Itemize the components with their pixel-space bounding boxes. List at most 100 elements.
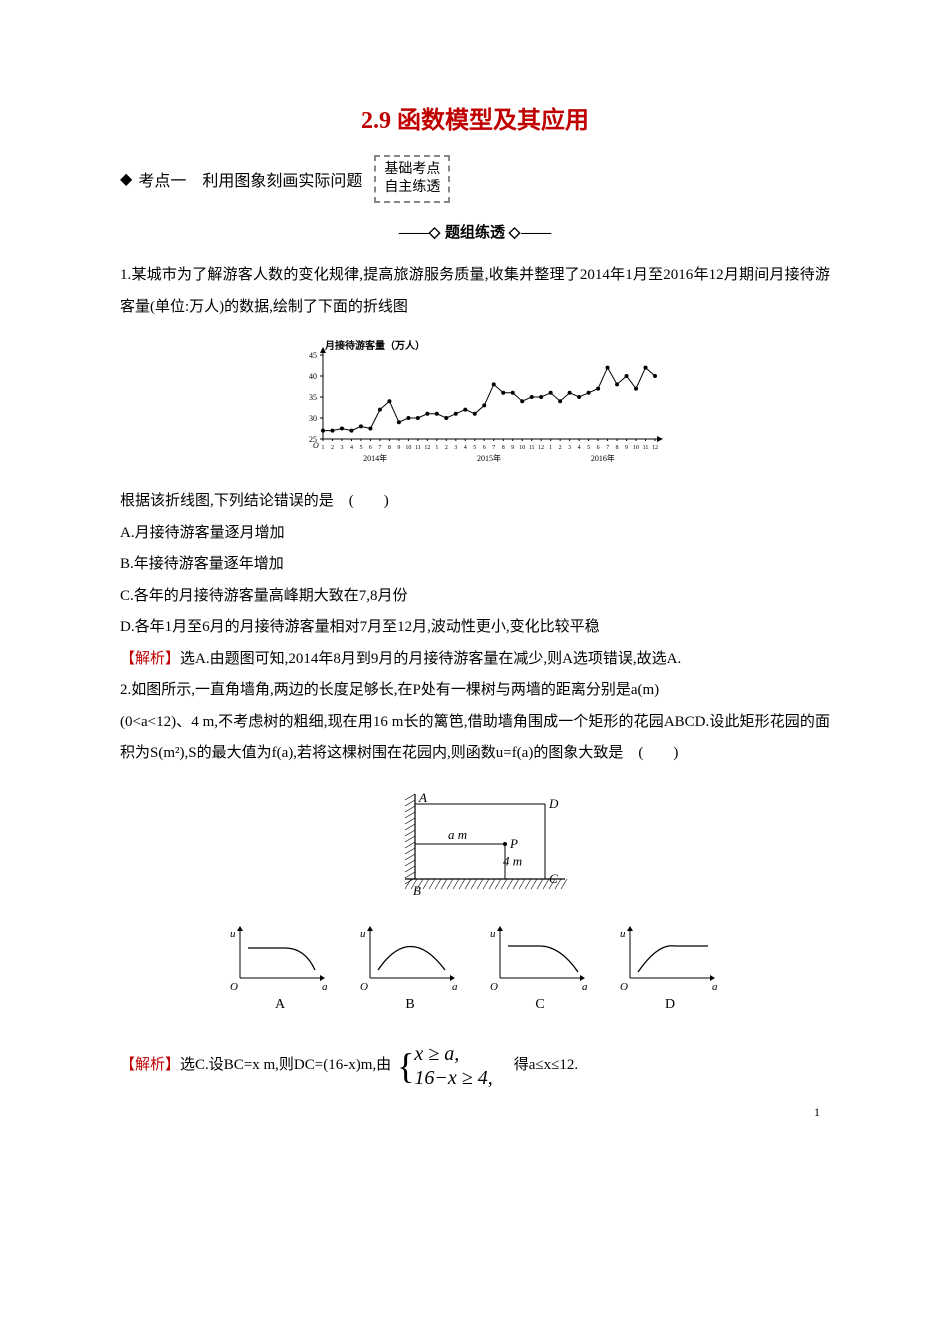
svg-text:C: C bbox=[535, 997, 544, 1012]
q1-chart: 月接待游客量（万人）2530354045O1234567891011121234… bbox=[120, 337, 830, 472]
q1-text: 1.某城市为了解游客人数的变化规律,提高旅游服务质量,收集并整理了2014年1月… bbox=[120, 260, 830, 323]
svg-text:35: 35 bbox=[309, 393, 317, 402]
svg-text:5: 5 bbox=[587, 445, 590, 451]
svg-text:2014年: 2014年 bbox=[363, 453, 387, 463]
q2-answer-post: 得a≤x≤12. bbox=[499, 1050, 578, 1082]
svg-text:10: 10 bbox=[633, 445, 639, 451]
svg-text:O: O bbox=[230, 981, 238, 993]
svg-text:3: 3 bbox=[340, 445, 343, 451]
svg-text:a: a bbox=[322, 981, 328, 993]
diamond-icon: ◆ bbox=[120, 169, 132, 189]
q1-answer: 【解析】选A.由题图可知,2014年8月到9月的月接待游客量在减少,则A选项错误… bbox=[120, 644, 830, 676]
corner-diagram: A D B C Pa m 4 m bbox=[365, 784, 585, 904]
svg-text:3: 3 bbox=[568, 445, 571, 451]
svg-text:D: D bbox=[665, 997, 675, 1012]
svg-text:2: 2 bbox=[445, 445, 448, 451]
svg-text:B: B bbox=[413, 883, 421, 898]
svg-text:O: O bbox=[620, 981, 628, 993]
svg-text:O: O bbox=[360, 981, 368, 993]
svg-text:u: u bbox=[620, 928, 626, 940]
svg-text:9: 9 bbox=[625, 445, 628, 451]
q2-diagram: A D B C Pa m 4 m bbox=[120, 784, 830, 909]
answer-label-2: 【解析】 bbox=[120, 1050, 180, 1082]
left-brace-icon: { bbox=[397, 1048, 414, 1084]
badge-box: 基础考点 自主练透 bbox=[374, 155, 450, 203]
svg-text:a: a bbox=[452, 981, 458, 993]
q1-optA: A.月接待游客量逐月增加 bbox=[120, 518, 830, 550]
svg-text:11: 11 bbox=[415, 445, 421, 451]
svg-text:7: 7 bbox=[378, 445, 381, 451]
page-title: 2.9 函数模型及其应用 bbox=[120, 100, 830, 135]
svg-text:4 m: 4 m bbox=[503, 853, 522, 868]
svg-text:B: B bbox=[405, 997, 414, 1012]
svg-text:5: 5 bbox=[473, 445, 476, 451]
svg-text:3: 3 bbox=[454, 445, 457, 451]
q2-text2: (0<a<12)、4 m,不考虑树的粗细,现在用16 m长的篱笆,借助墙角围成一… bbox=[120, 707, 830, 770]
svg-text:11: 11 bbox=[643, 445, 649, 451]
svg-text:9: 9 bbox=[397, 445, 400, 451]
svg-text:8: 8 bbox=[616, 445, 619, 451]
q2-text1: 2.如图所示,一直角墙角,两边的长度足够长,在P处有一棵树与两墙的距离分别是a(… bbox=[120, 675, 830, 707]
option-curves: uaOuaOuaOuaOABCD bbox=[215, 923, 735, 1023]
svg-text:10: 10 bbox=[519, 445, 525, 451]
badge-line1: 基础考点 bbox=[384, 161, 440, 179]
svg-text:40: 40 bbox=[309, 372, 317, 381]
answer-label: 【解析】 bbox=[120, 651, 180, 667]
sep-diamond-right: ◇ bbox=[509, 225, 522, 241]
section-label: 考点一 利用图象刻画实际问题 bbox=[138, 167, 362, 191]
svg-text:8: 8 bbox=[388, 445, 391, 451]
svg-text:u: u bbox=[490, 928, 496, 940]
page-number: 1 bbox=[814, 1105, 820, 1120]
q2-answer-pre: 选C.设BC=x m,则DC=(16-x)m,由 bbox=[180, 1050, 391, 1082]
svg-text:a: a bbox=[582, 981, 588, 993]
svg-text:2016年: 2016年 bbox=[591, 453, 615, 463]
section-header: ◆ 考点一 利用图象刻画实际问题 基础考点 自主练透 bbox=[120, 155, 830, 203]
brace-expression: { x ≥ a, 16−x ≥ 4, bbox=[397, 1042, 493, 1090]
svg-text:2: 2 bbox=[559, 445, 562, 451]
sep-left: —— bbox=[399, 225, 429, 241]
sep-text: 题组练透 bbox=[441, 225, 509, 241]
badge-line2: 自主练透 bbox=[384, 179, 440, 197]
svg-text:D: D bbox=[548, 796, 559, 811]
svg-text:4: 4 bbox=[464, 445, 467, 451]
svg-text:10: 10 bbox=[405, 445, 411, 451]
sep-diamond-left: ◇ bbox=[429, 225, 442, 241]
q1-optC: C.各年的月接待游客量高峰期大致在7,8月份 bbox=[120, 581, 830, 613]
svg-text:12: 12 bbox=[538, 445, 544, 451]
svg-text:12: 12 bbox=[424, 445, 430, 451]
q1-question: 根据该折线图,下列结论错误的是 ( ) bbox=[120, 486, 830, 518]
svg-text:月接待游客量（万人）: 月接待游客量（万人） bbox=[324, 339, 425, 352]
svg-text:P: P bbox=[509, 836, 518, 851]
svg-text:6: 6 bbox=[597, 445, 600, 451]
svg-text:1: 1 bbox=[549, 445, 552, 451]
svg-text:C: C bbox=[549, 871, 558, 886]
q2-options: uaOuaOuaOuaOABCD bbox=[120, 923, 830, 1028]
svg-text:1: 1 bbox=[435, 445, 438, 451]
svg-text:6: 6 bbox=[483, 445, 486, 451]
sep-right: —— bbox=[521, 225, 551, 241]
svg-text:u: u bbox=[230, 928, 236, 940]
svg-text:a m: a m bbox=[448, 827, 467, 842]
svg-text:5: 5 bbox=[359, 445, 362, 451]
q1-optB: B.年接待游客量逐年增加 bbox=[120, 549, 830, 581]
svg-text:45: 45 bbox=[309, 351, 317, 360]
svg-text:O: O bbox=[313, 441, 319, 450]
svg-text:A: A bbox=[275, 997, 286, 1012]
svg-text:u: u bbox=[360, 928, 366, 940]
svg-text:7: 7 bbox=[492, 445, 495, 451]
svg-text:12: 12 bbox=[652, 445, 658, 451]
svg-text:11: 11 bbox=[529, 445, 535, 451]
svg-text:6: 6 bbox=[369, 445, 372, 451]
svg-text:1: 1 bbox=[322, 445, 325, 451]
svg-text:30: 30 bbox=[309, 414, 317, 423]
brace-bottom: 16−x ≥ 4, bbox=[414, 1066, 492, 1090]
svg-text:9: 9 bbox=[511, 445, 514, 451]
brace-top: x ≥ a, bbox=[414, 1042, 492, 1066]
svg-text:2015年: 2015年 bbox=[477, 453, 501, 463]
svg-text:A: A bbox=[418, 790, 427, 805]
svg-text:4: 4 bbox=[350, 445, 353, 451]
svg-text:a: a bbox=[712, 981, 718, 993]
svg-text:7: 7 bbox=[606, 445, 609, 451]
line-chart: 月接待游客量（万人）2530354045O1234567891011121234… bbox=[285, 337, 665, 467]
q1-answer-text: 选A.由题图可知,2014年8月到9月的月接待游客量在减少,则A选项错误,故选A… bbox=[180, 651, 681, 667]
